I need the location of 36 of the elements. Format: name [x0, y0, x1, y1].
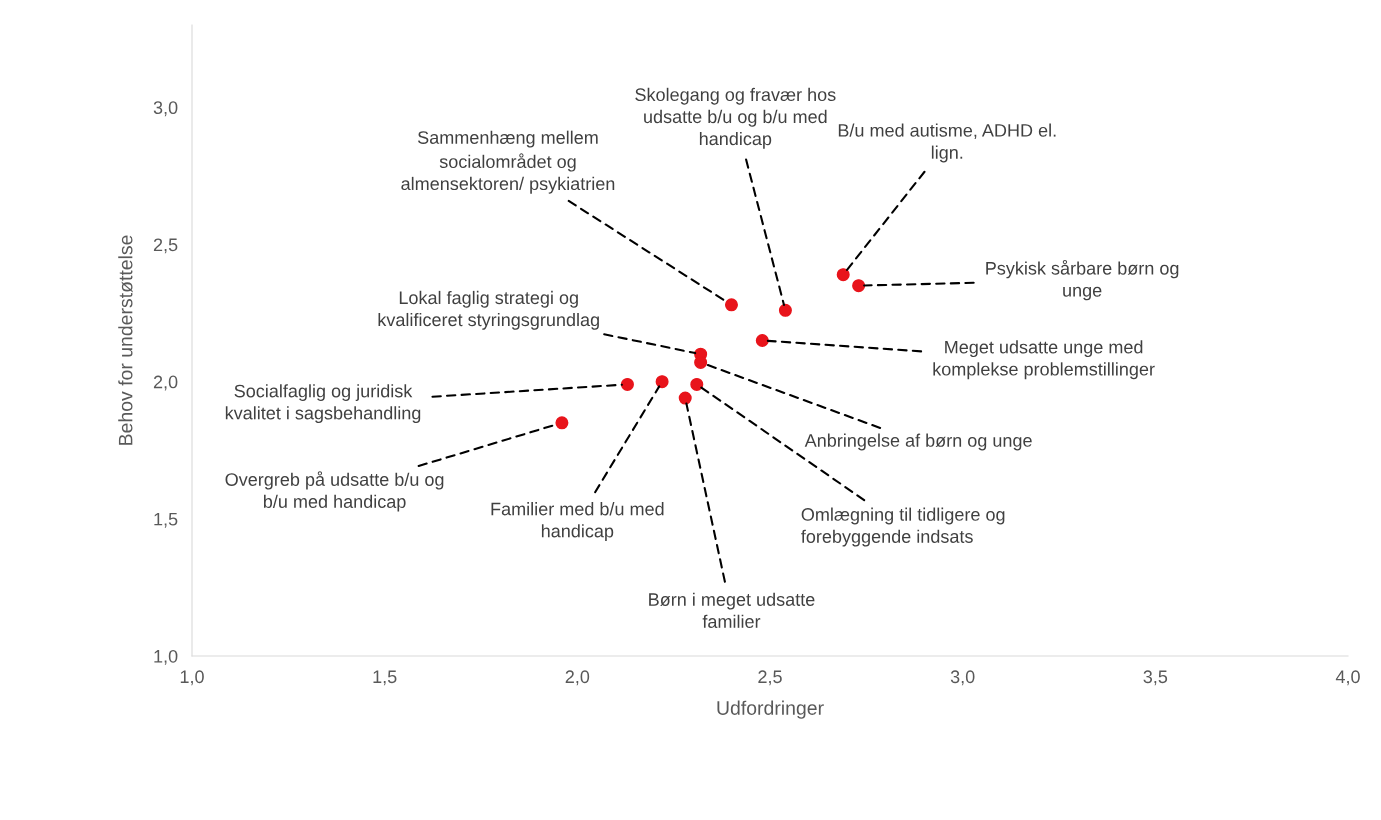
- x-tick-label: 1,0: [180, 670, 204, 686]
- x-tick-label: 1,5: [373, 670, 397, 686]
- x-tick-label: 4,0: [1335, 670, 1360, 686]
- annotation: Anbringelse af børn og unge: [804, 433, 1032, 451]
- x-axis-title: Udfordringer: [717, 700, 824, 719]
- point: [620, 377, 634, 391]
- x-tick-label: 2,5: [758, 670, 782, 686]
- point: [836, 268, 850, 282]
- y-tick-label: 2,0: [153, 375, 178, 391]
- point: [724, 298, 738, 312]
- point: [555, 416, 569, 430]
- x-tick-label: 2,0: [565, 670, 590, 686]
- point: [655, 375, 669, 389]
- point: [778, 303, 792, 317]
- point: [852, 279, 866, 293]
- point: [755, 333, 769, 348]
- y-tick-label: 2,5: [153, 238, 178, 254]
- point: [678, 391, 692, 405]
- y-tick-label: 1,0: [154, 649, 178, 665]
- annotation: Familier med b/u med handicap: [491, 502, 664, 542]
- annotation: Lokal faglig strategi og kvalificeret styringsgrundlag: [378, 290, 599, 330]
- x-tick-label: 3,5: [1143, 670, 1168, 686]
- y-tick-label: 1,5: [154, 512, 178, 528]
- annotation: Sammenhæng mellem socialområdet og almensektoren/ psykiatrien: [401, 130, 615, 194]
- annotation: Psykisk sårbare børn og unge: [986, 259, 1179, 301]
- x-tick-label: 3,0: [950, 670, 975, 686]
- y-tick-label: 3,0: [153, 101, 178, 117]
- annotation: B/u med autisme, ADHD el. lign.: [838, 123, 1056, 163]
- annotation: Børn i meget udsatte familier: [649, 592, 815, 628]
- annotation: Overgreb på udsatte b/u og b/u med handicap: [225, 471, 444, 512]
- point: [690, 377, 704, 391]
- annotation: Omlægning til tidligere og forebyggende indsats: [801, 507, 1005, 547]
- annotation: Meget udsatte unge med komplekse problemstillinger: [933, 340, 1155, 380]
- annotation: Skolegang og fravær hos udsatte b/u og b/u med handicap: [635, 87, 836, 149]
- annotation: Socialfaglig og juridisk kvalitet i sagsbehandling: [225, 384, 421, 424]
- y-axis-title: Behov for understøttelse: [118, 235, 133, 445]
